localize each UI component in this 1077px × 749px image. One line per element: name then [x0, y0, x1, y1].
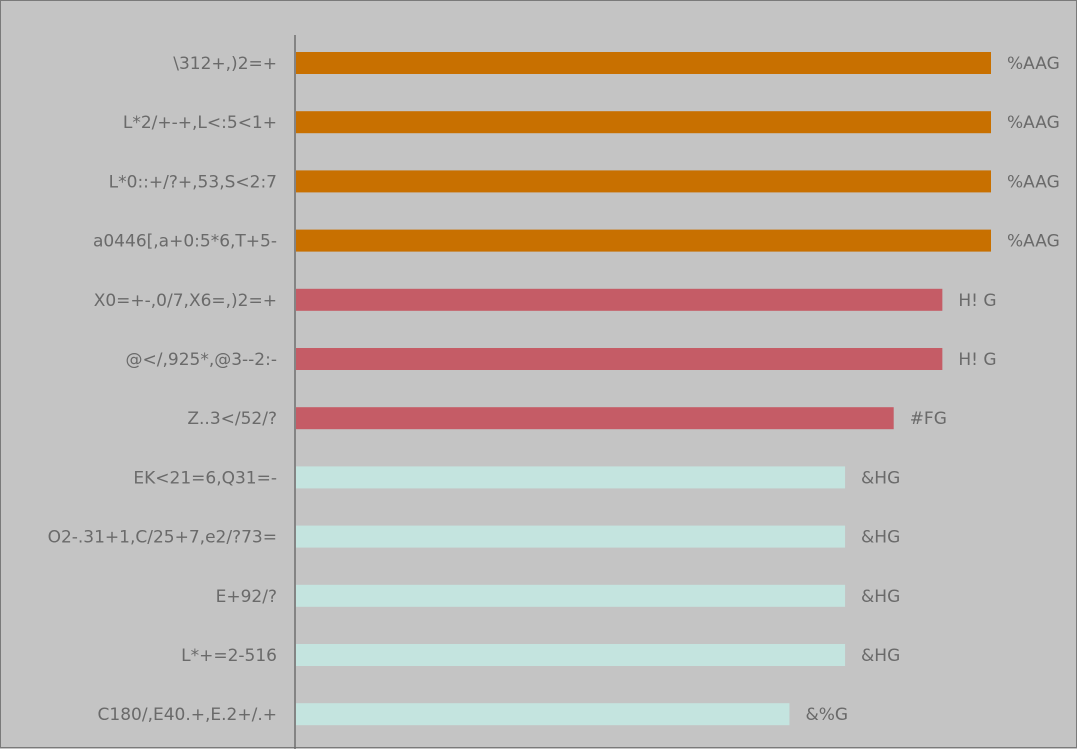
bar-11 — [296, 644, 846, 666]
category-label-12: C180/,E40.+,E.2+/.+ — [98, 705, 277, 725]
category-label-10: E+92/? — [216, 587, 277, 607]
category-label-11: L*+=2-516 — [181, 646, 277, 666]
value-label-12: &%G — [805, 705, 848, 725]
category-label-4: a0446[,a+0:5*6,T+5- — [93, 232, 277, 252]
value-label-8: &HG — [861, 468, 900, 488]
value-label-5: H! G — [958, 291, 996, 311]
category-label-5: X0=+-,0/7,X6=,)2=+ — [94, 291, 277, 311]
bar-2 — [296, 111, 991, 134]
value-label-11: &HG — [861, 646, 900, 666]
category-label-9: O2-.31+1,C/25+7,e2/?73= — [48, 528, 277, 548]
bar-9 — [296, 525, 846, 548]
value-label-1: %AAG — [1007, 54, 1060, 74]
value-label-7: #FG — [910, 409, 947, 429]
category-label-2: L*2/+-+,L<:5<1+ — [123, 113, 277, 133]
value-label-4: %AAG — [1007, 232, 1060, 252]
category-label-8: EK<21=6,Q31=- — [133, 468, 277, 488]
bar-6 — [296, 348, 943, 370]
bars-layer — [296, 52, 991, 726]
value-labels: %AAG %AAG %AAG %AAG H! G H! G #FG&HG&HG&HG&HG &… — [805, 54, 1059, 725]
category-labels: \312+,)2=+L*2/+-+,L<:5<1+L*0::+/?+,53,S<… — [48, 54, 277, 725]
value-label-6: H! G — [958, 350, 996, 370]
category-label-6: @</,925*,@3--2:- — [126, 350, 278, 370]
bar-7 — [296, 407, 894, 430]
value-label-9: &HG — [861, 528, 900, 548]
bar-4 — [296, 229, 991, 252]
bar-5 — [296, 288, 943, 311]
bar-3 — [296, 170, 991, 193]
category-label-3: L*0::+/?+,53,S<2:7 — [109, 172, 277, 192]
category-label-7: Z..3</52/? — [187, 409, 277, 429]
bar-12 — [296, 703, 790, 726]
value-label-2: %AAG — [1007, 113, 1060, 133]
value-label-10: &HG — [861, 587, 900, 607]
bar-10 — [296, 584, 846, 607]
value-label-3: %AAG — [1007, 172, 1060, 192]
bar-1 — [296, 52, 991, 74]
bar-8 — [296, 466, 846, 489]
category-label-1: \312+,)2=+ — [173, 54, 277, 74]
